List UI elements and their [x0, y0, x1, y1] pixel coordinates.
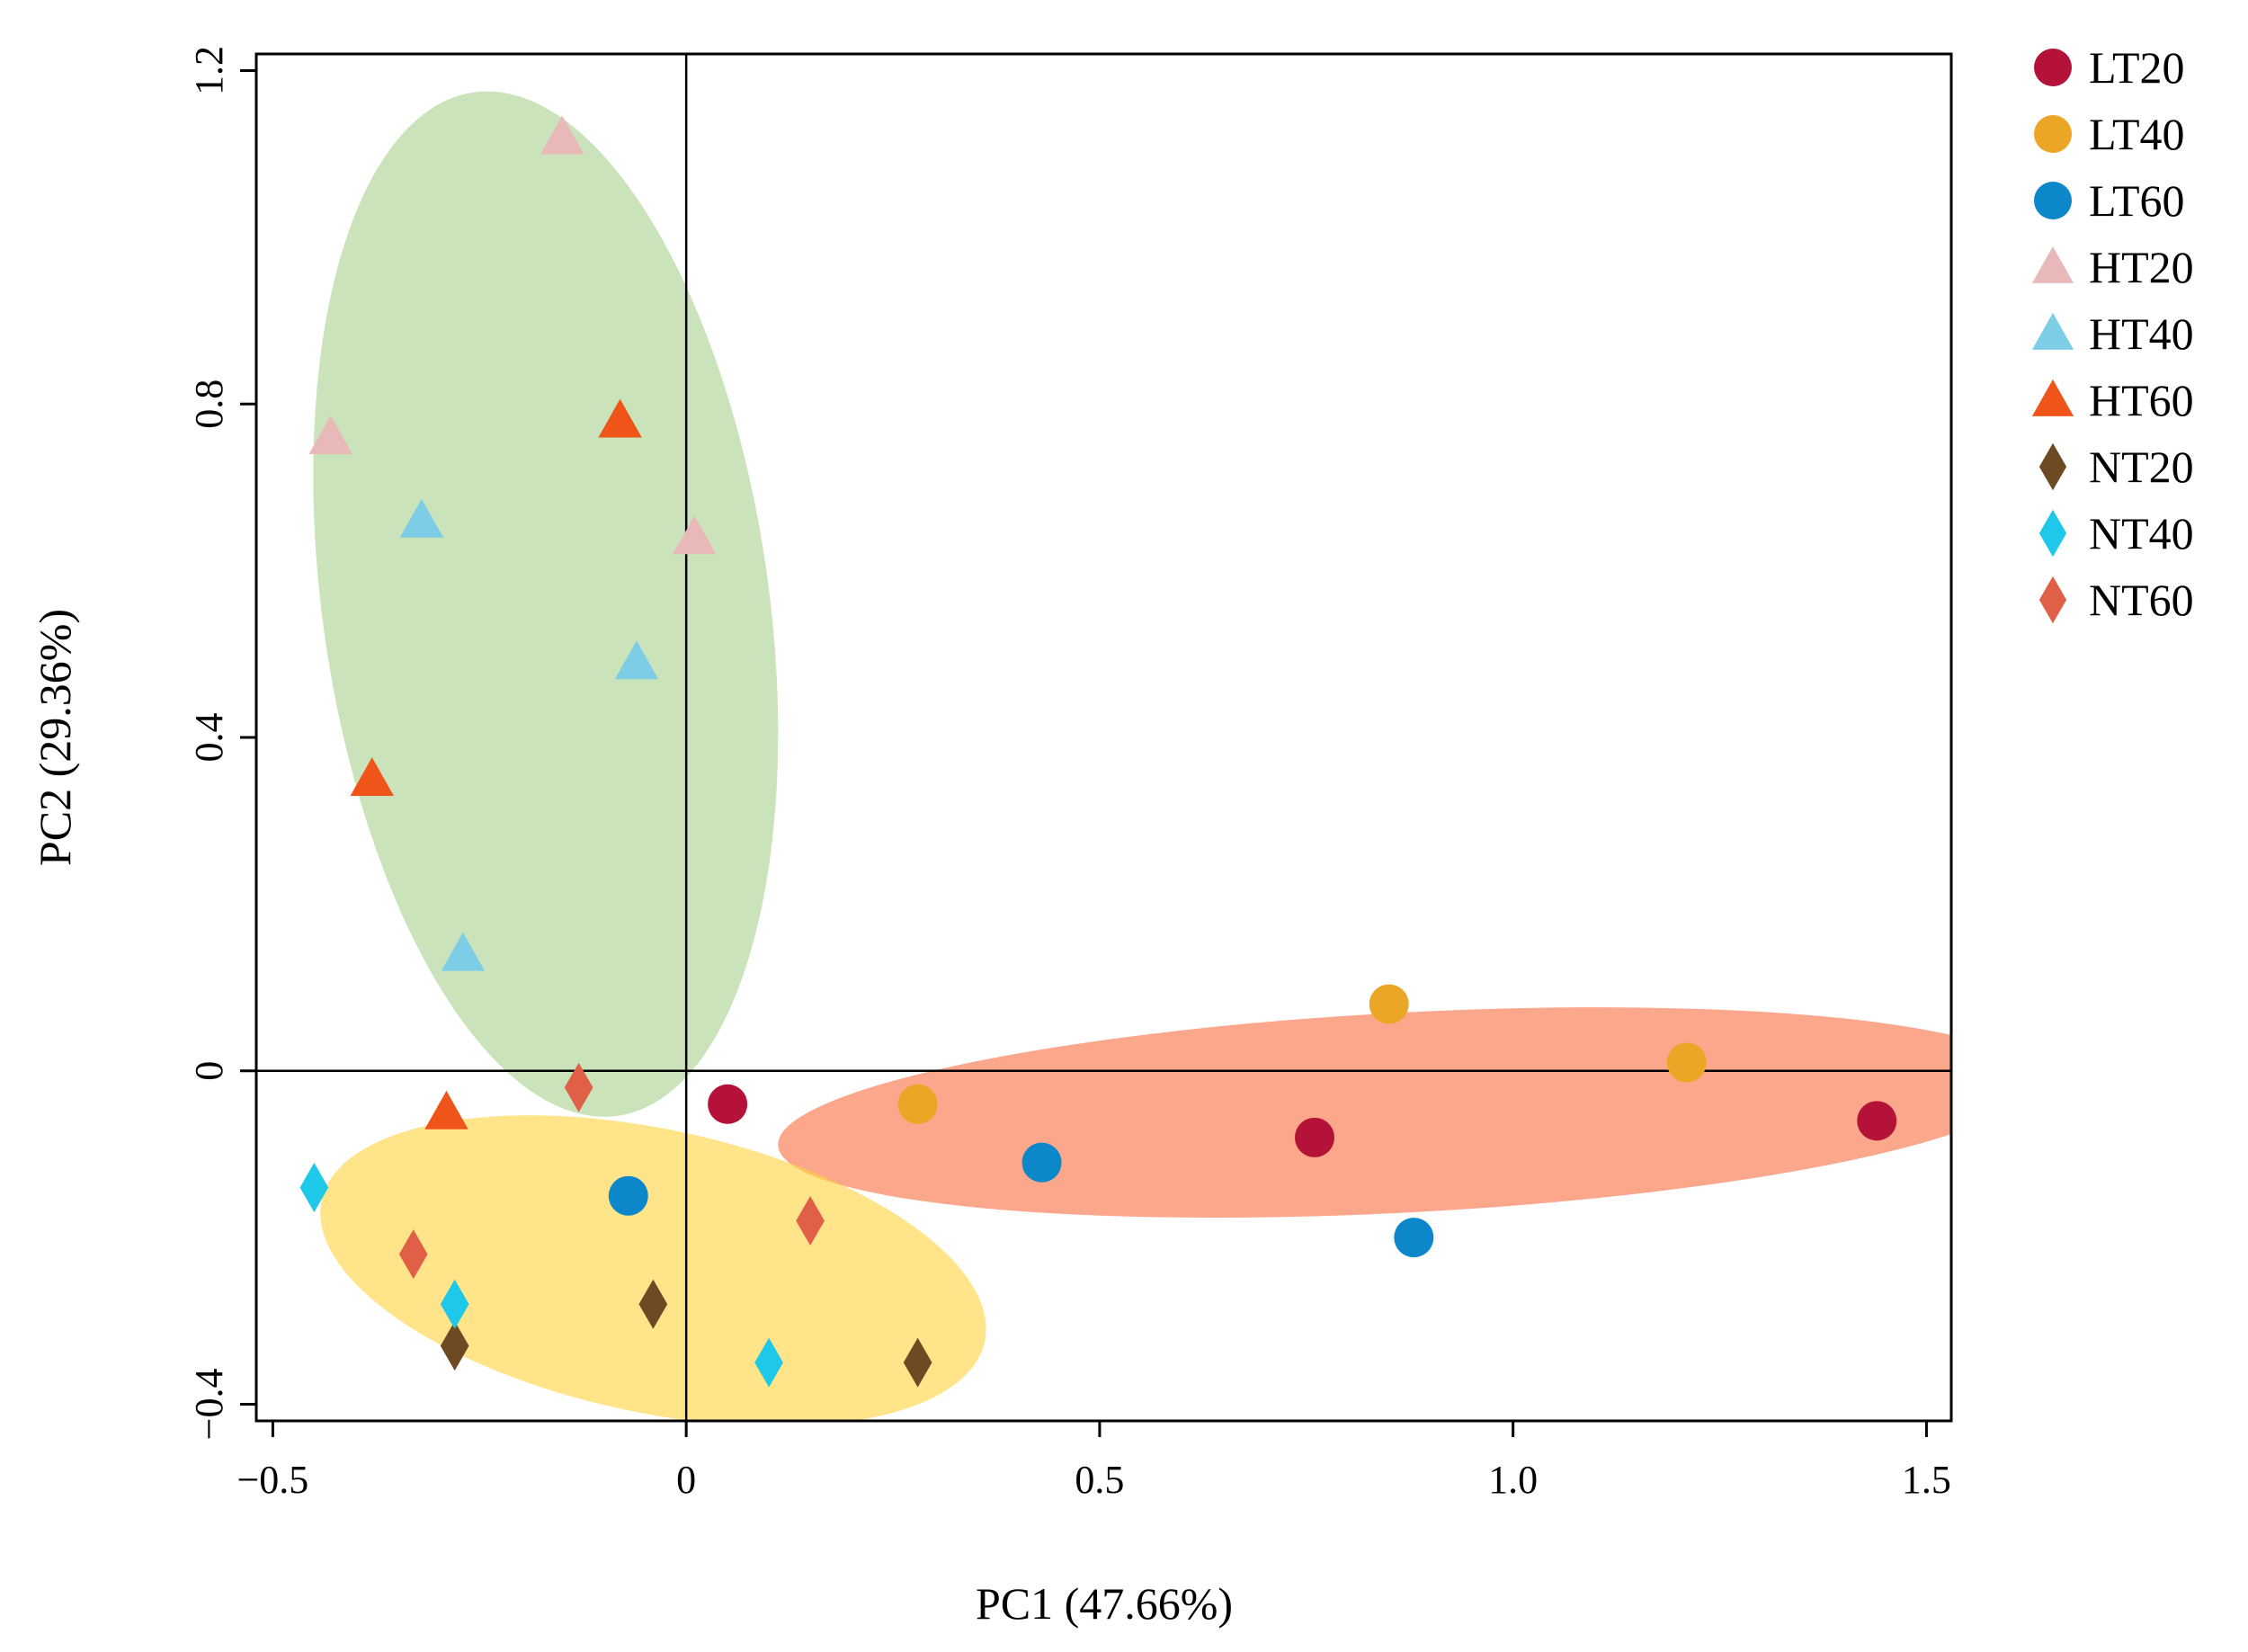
legend-label: NT40: [2089, 508, 2194, 558]
point-ht20: [673, 515, 717, 555]
legend-item-lt60: LT60: [2034, 175, 2185, 226]
point-ht40: [441, 932, 486, 971]
legend-marker-nt20: [2038, 442, 2067, 491]
point-lt60: [1021, 1142, 1062, 1183]
legend-label: LT20: [2089, 42, 2185, 93]
legend-marker-nt40: [2038, 509, 2067, 558]
ellipse-ht: [313, 91, 779, 1117]
point-nt60: [564, 1062, 593, 1112]
y-axis-title: PC2 (29.36%): [30, 609, 80, 866]
point-lt20: [1294, 1117, 1334, 1157]
point-lt20: [1857, 1101, 1897, 1141]
point-nt20: [638, 1279, 668, 1329]
x-tick-label: −0.5: [236, 1458, 308, 1502]
x-tick-label: 0.5: [1075, 1458, 1124, 1502]
point-lt20: [708, 1084, 748, 1124]
y-tick-label: 0.4: [187, 713, 231, 763]
x-axis: −0.5 0 0.5 1.0 1.5: [236, 1421, 1951, 1502]
legend-item-lt40: LT40: [2034, 109, 2185, 159]
point-nt60: [796, 1196, 825, 1246]
x-tick-label: 1.0: [1488, 1458, 1538, 1502]
legend-marker-ht20: [2031, 246, 2074, 283]
legend-item-ht40: HT40: [2031, 308, 2194, 359]
y-axis: −0.4 0 0.4 0.8 1.2: [187, 46, 256, 1440]
x-axis-title: PC1 (47.66%): [976, 1578, 1233, 1629]
legend-marker-ht60: [2031, 379, 2074, 416]
legend-item-ht20: HT20: [2031, 242, 2194, 292]
legend-marker-lt20: [2034, 49, 2072, 86]
legend-label: LT60: [2089, 175, 2185, 226]
y-tick-label: −0.4: [187, 1369, 231, 1441]
point-nt20: [903, 1337, 932, 1388]
y-tick-label: 1.2: [187, 46, 231, 95]
legend-marker-nt60: [2038, 576, 2067, 624]
legend-item-nt40: NT40: [2038, 508, 2194, 558]
point-ht20: [540, 115, 584, 155]
data-points: [299, 115, 1897, 1388]
ellipse-lt: [778, 1007, 1951, 1219]
point-nt20: [440, 1321, 469, 1371]
point-lt40: [1666, 1042, 1707, 1083]
point-nt40: [440, 1279, 469, 1329]
point-ht20: [308, 415, 352, 455]
legend-marker-ht40: [2031, 312, 2074, 350]
confidence-ellipses: [313, 91, 1951, 1421]
legend-item-nt60: NT60: [2038, 575, 2194, 625]
legend-marker-lt60: [2034, 182, 2072, 219]
x-tick-label: 0: [676, 1458, 696, 1502]
point-ht60: [424, 1090, 468, 1130]
point-lt40: [1369, 984, 1409, 1024]
legend-label: NT60: [2089, 575, 2194, 625]
point-lt60: [608, 1175, 648, 1216]
legend-label: HT60: [2089, 375, 2194, 425]
legend-label: HT40: [2089, 308, 2194, 359]
legend: LT20 LT40 LT60 HT20 HT40 HT60 NT20 NT40 NT60: [2031, 42, 2194, 625]
point-nt60: [398, 1229, 428, 1280]
legend-marker-lt40: [2034, 115, 2072, 153]
legend-label: LT40: [2089, 109, 2185, 159]
point-ht60: [598, 398, 642, 438]
point-ht60: [350, 757, 394, 797]
point-ht40: [399, 498, 444, 538]
point-nt40: [299, 1162, 329, 1212]
y-tick-label: 0.8: [187, 380, 231, 429]
legend-label: HT20: [2089, 242, 2194, 292]
legend-item-ht60: HT60: [2031, 375, 2194, 425]
legend-item-lt20: LT20: [2034, 42, 2185, 93]
point-nt40: [754, 1337, 783, 1388]
point-lt40: [897, 1084, 938, 1124]
ellipse-nt: [320, 1115, 986, 1421]
legend-label: NT20: [2089, 442, 2194, 492]
legend-item-nt20: NT20: [2038, 442, 2194, 492]
point-lt60: [1394, 1218, 1434, 1258]
y-tick-label: 0: [187, 1061, 231, 1081]
point-ht40: [614, 640, 659, 680]
x-tick-label: 1.5: [1902, 1458, 1951, 1502]
